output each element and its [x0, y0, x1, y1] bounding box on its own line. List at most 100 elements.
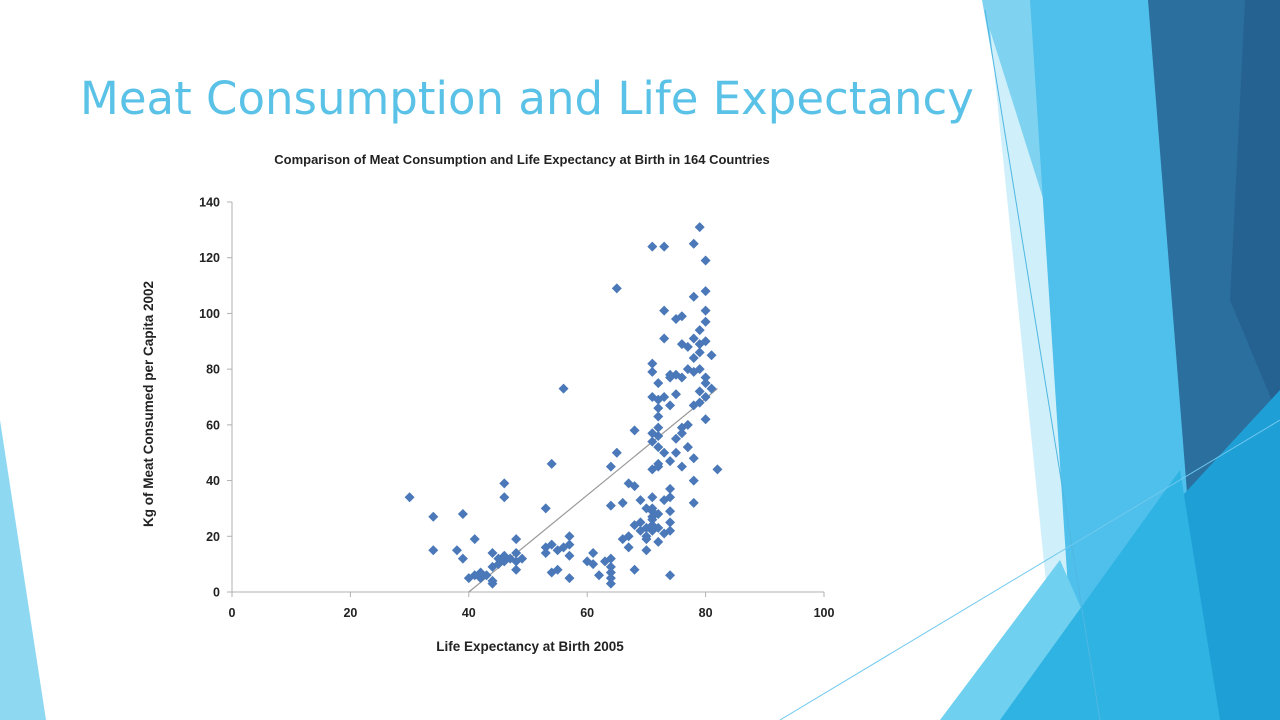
y-tick-label: 100: [199, 307, 220, 321]
data-point: [499, 478, 510, 489]
data-point: [647, 436, 658, 447]
data-point: [688, 475, 699, 486]
data-point: [487, 548, 498, 558]
data-point: [611, 447, 622, 458]
data-point: [665, 369, 676, 380]
decor-line-1: [984, 9, 1101, 720]
data-point: [671, 447, 681, 458]
data-point: [428, 511, 439, 522]
x-tick-label: 60: [580, 606, 594, 620]
data-point: [688, 497, 699, 508]
data-point: [517, 553, 528, 564]
data-point: [700, 378, 711, 389]
data-point: [511, 564, 522, 575]
data-point: [665, 506, 676, 517]
data-point: [564, 550, 575, 561]
data-point: [457, 553, 468, 564]
data-point: [599, 556, 610, 567]
data-point: [700, 305, 711, 316]
data-point: [676, 428, 687, 439]
y-tick-label: 20: [206, 530, 220, 544]
data-point: [671, 389, 681, 400]
data-point: [617, 497, 628, 508]
data-point: [653, 403, 664, 414]
data-point: [700, 414, 711, 425]
data-point: [653, 442, 664, 453]
data-point: [511, 534, 522, 545]
data-point: [688, 453, 699, 464]
data-point: [611, 283, 622, 294]
data-point: [647, 366, 658, 377]
x-tick-label: 0: [229, 606, 236, 620]
data-point: [694, 364, 705, 375]
data-point: [653, 458, 664, 469]
data-point: [511, 548, 522, 558]
data-point: [481, 570, 492, 581]
data-point: [635, 517, 646, 528]
data-point: [588, 548, 599, 558]
data-point: [682, 341, 693, 352]
data-point: [653, 422, 664, 433]
data-point: [700, 286, 711, 297]
x-axis-label: Life Expectancy at Birth 2005: [436, 639, 624, 654]
x-tick-label: 20: [343, 606, 357, 620]
data-point: [706, 350, 717, 361]
data-point: [552, 564, 563, 575]
data-point: [700, 316, 711, 327]
data-points: [404, 222, 723, 589]
data-point: [688, 333, 699, 344]
data-point: [647, 241, 658, 252]
data-point: [653, 378, 664, 389]
data-point: [694, 222, 705, 233]
data-point: [653, 522, 664, 533]
data-point: [540, 503, 551, 514]
y-axis-label: Kg of Meat Consumed per Capita 2002: [141, 281, 156, 527]
data-point: [564, 531, 575, 542]
data-point: [540, 548, 551, 558]
data-point: [659, 528, 670, 539]
data-point: [564, 539, 575, 550]
data-point: [564, 573, 575, 584]
data-point: [499, 492, 510, 503]
data-point: [404, 492, 415, 503]
chart-title: Comparison of Meat Consumption and Life …: [274, 152, 770, 167]
data-point: [671, 433, 681, 444]
y-tick-label: 80: [206, 363, 220, 377]
data-point: [700, 392, 711, 402]
data-point: [653, 509, 664, 519]
decor-pale-panel: [990, 30, 1210, 720]
data-point: [629, 564, 640, 575]
slide-title: Meat Consumption and Life Expectancy: [80, 72, 974, 125]
data-point: [641, 545, 652, 556]
data-point: [665, 456, 676, 467]
y-axis: 0 20 40 60 80 100 120 140: [199, 196, 233, 600]
data-point: [623, 542, 634, 553]
data-point: [457, 509, 468, 519]
decor-darker-panel: [1230, 0, 1280, 420]
data-point: [605, 573, 616, 584]
y-tick-label: 120: [199, 251, 220, 265]
data-point: [659, 447, 670, 458]
data-point: [700, 372, 711, 383]
decor-line-2: [779, 419, 1280, 720]
data-point: [688, 353, 699, 363]
data-point: [558, 383, 569, 394]
data-point: [653, 536, 664, 547]
data-point: [694, 386, 705, 397]
data-point: [694, 397, 705, 408]
data-point: [605, 500, 616, 511]
decor-bottom-wedge-mid: [1000, 470, 1220, 720]
data-point: [665, 492, 676, 503]
data-point: [688, 291, 699, 302]
x-axis: 0 20 40 60 80 100: [229, 591, 834, 620]
data-point: [641, 503, 652, 514]
data-point: [588, 559, 599, 570]
data-point: [605, 578, 616, 589]
data-point: [700, 336, 711, 347]
x-tick-label: 40: [462, 606, 476, 620]
decor-left-sliver: [0, 420, 46, 720]
data-point: [629, 425, 640, 436]
data-point: [676, 311, 687, 322]
data-point: [605, 567, 616, 578]
